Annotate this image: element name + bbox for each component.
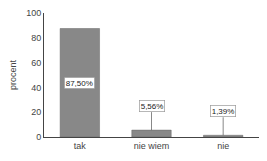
svg-text:tak: tak <box>74 141 87 151</box>
svg-text:40: 40 <box>31 83 41 93</box>
svg-text:0: 0 <box>36 132 41 142</box>
svg-text:nie: nie <box>217 141 229 151</box>
svg-text:100: 100 <box>26 8 41 18</box>
svg-text:87,50%: 87,50% <box>66 79 93 88</box>
svg-text:60: 60 <box>31 58 41 68</box>
svg-text:1,39%: 1,39% <box>212 107 235 116</box>
svg-text:80: 80 <box>31 33 41 43</box>
svg-text:procent: procent <box>8 59 18 90</box>
svg-text:nie wiem: nie wiem <box>134 141 170 151</box>
svg-text:5,56%: 5,56% <box>141 102 164 111</box>
svg-text:20: 20 <box>31 107 41 117</box>
